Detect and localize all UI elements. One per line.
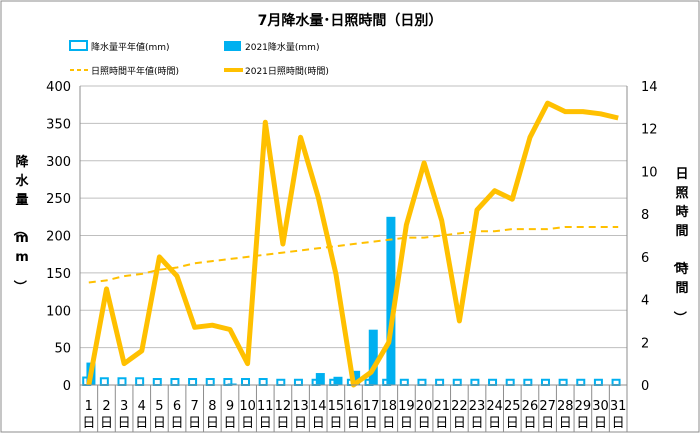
normal-precipitation-bar <box>576 378 586 386</box>
right-y-tick-label: 8 <box>641 208 649 223</box>
x-tick-label: 31 日 <box>610 399 627 431</box>
left-y-tick-label: 50 <box>54 342 71 357</box>
normal-precipitation-bar <box>258 378 268 386</box>
x-tick-label: 22 日 <box>451 399 468 431</box>
x-tick-label: 21 日 <box>433 399 450 431</box>
normal-precipitation-bar <box>188 378 198 386</box>
right-axis-title: 日照時間（時間） <box>671 167 688 324</box>
precipitation-2021-bar <box>351 370 361 385</box>
normal-precipitation-bar <box>99 377 109 386</box>
left-y-tick-label: 400 <box>46 80 71 95</box>
normal-precipitation-bar <box>452 378 462 386</box>
x-tick-label: 16 日 <box>345 399 362 431</box>
legend-label: 2021日照時間(時間) <box>245 66 329 77</box>
left-y-tick-label: 100 <box>46 304 71 319</box>
normal-precipitation-bar <box>276 378 286 386</box>
precipitation-2021-bar <box>315 373 325 385</box>
x-tick-label: 17 日 <box>363 399 380 431</box>
precipitation-2021-bar <box>333 376 343 385</box>
legend-label: 降水量平年値(mm) <box>91 41 170 53</box>
normal-precipitation-bar <box>399 378 409 386</box>
right-y-tick-label: 10 <box>641 165 658 180</box>
precipitation-2021-bar <box>227 383 237 385</box>
normal-precipitation-bar <box>241 378 251 386</box>
normal-precipitation-bar <box>505 378 515 386</box>
x-tick-label: 30 日 <box>592 399 609 431</box>
x-tick-label: 14 日 <box>310 399 327 431</box>
normal-precipitation-bar <box>135 377 145 386</box>
left-y-tick-label: 150 <box>46 267 71 282</box>
x-tick-label: 20 日 <box>416 399 433 431</box>
legend-swatch-precipitation-2021 <box>224 41 241 51</box>
normal-precipitation-bar <box>417 378 427 386</box>
left-y-tick-label: 200 <box>46 230 71 245</box>
left-y-tick-label: 300 <box>46 155 71 170</box>
right-y-tick-label: 0 <box>641 379 649 394</box>
right-y-ticks: 0 2 4 6 8 10 12 14 <box>641 80 658 394</box>
legend-swatch-normal-precipitation <box>69 40 88 51</box>
x-tick-label: 15 日 <box>328 399 345 431</box>
x-tick-label: 27 日 <box>539 399 556 431</box>
x-ticks: 1 日2 日3 日4 日5 日6 日7 日8 日9 日10 日11 日12 日13 日14 日15 日16 日1… <box>82 399 626 431</box>
normal-precipitation-bar <box>558 378 568 386</box>
legend-label: 2021降水量(mm) <box>245 41 319 53</box>
left-y-tick-label: 0 <box>63 379 71 394</box>
x-tick-label: 28 日 <box>557 399 574 431</box>
x-tick-label: 26 日 <box>522 399 539 431</box>
x-tick-label: 12 日 <box>275 399 292 431</box>
right-y-tick-label: 6 <box>641 251 649 266</box>
left-y-ticks: 0 50 100 150 200 250 300 350 400 <box>46 80 71 394</box>
precipitation-2021-bar <box>386 216 396 385</box>
right-y-tick-label: 4 <box>641 294 649 309</box>
normal-precipitation-bar <box>488 378 498 386</box>
normal-precipitation-bar <box>293 378 303 386</box>
normal-precipitation-bar <box>523 378 533 386</box>
x-tick-label: 23 日 <box>469 399 486 431</box>
x-tick-label: 29 日 <box>575 399 592 431</box>
axes <box>79 86 628 432</box>
left-y-tick-label: 350 <box>46 117 71 132</box>
normal-precipitation-bar <box>540 378 550 386</box>
normal-precipitation-bar <box>170 378 180 386</box>
normal-precipitation-bar <box>117 377 127 386</box>
x-tick-label: 25 日 <box>504 399 521 431</box>
normal-precipitation-bar <box>435 378 445 386</box>
x-tick-label: 13 日 <box>292 399 309 431</box>
normal-precipitation-bar <box>152 378 162 386</box>
grid <box>80 85 627 349</box>
right-y-tick-label: 14 <box>641 80 658 95</box>
x-tick-label: 10 日 <box>239 399 256 431</box>
normal-precipitation-bar <box>470 378 480 386</box>
normal-sunshine-line <box>88 226 619 284</box>
x-tick-label: 11 日 <box>257 399 274 431</box>
normal-precipitation-bar <box>593 378 603 386</box>
right-y-tick-label: 12 <box>641 123 658 138</box>
x-tick-label: 19 日 <box>398 399 415 431</box>
normal-precipitation-bar <box>611 378 621 386</box>
x-tick-label: 18 日 <box>381 399 398 431</box>
precipitation-2021-bar <box>368 329 378 385</box>
axis-titles: 降水量（ m m ） 日照時間（時間） <box>11 154 688 324</box>
legend-label: 日照時間平年値(時間) <box>91 65 179 77</box>
left-y-tick-label: 250 <box>46 192 71 207</box>
normal-precipitation-bar <box>205 378 215 386</box>
legend: 降水量平年値(mm) 2021降水量(mm) 日照時間平年値(時間) 2021日照時間… <box>69 40 329 77</box>
right-y-tick-label: 2 <box>641 336 649 351</box>
chart-title: 7月降水量･日照時間（日別） <box>258 12 443 29</box>
x-tick-label: 24 日 <box>486 399 503 431</box>
left-axis-title: 降水量（ m m） <box>11 154 29 293</box>
